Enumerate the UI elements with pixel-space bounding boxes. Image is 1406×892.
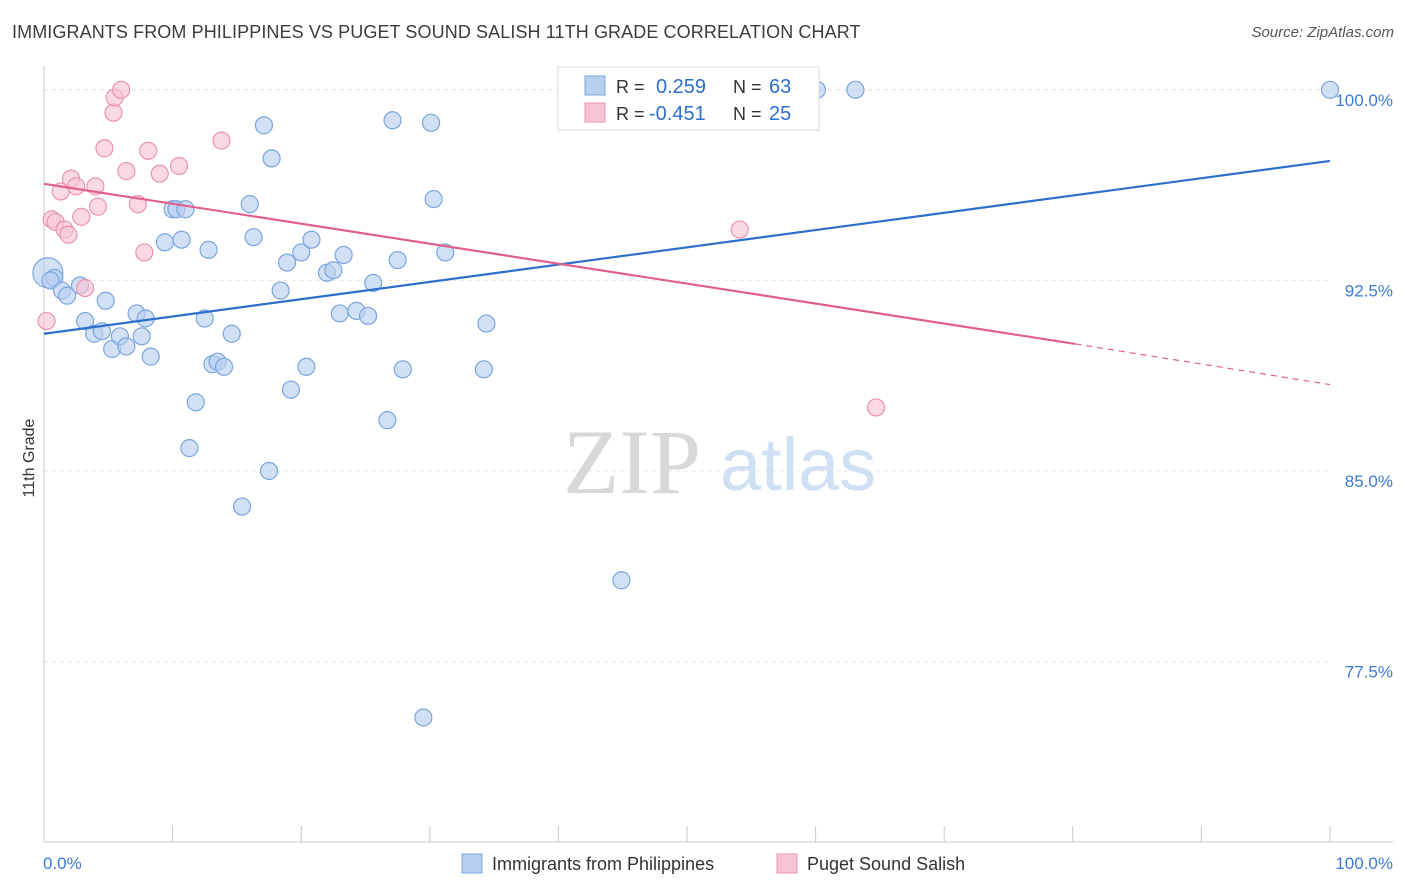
- point-philippines: [199, 240, 218, 259]
- point-salish: [866, 398, 886, 417]
- point-philippines: [271, 281, 290, 300]
- point-philippines: [277, 253, 297, 272]
- point-philippines: [324, 261, 343, 280]
- point-philippines: [421, 113, 441, 132]
- point-philippines: [172, 230, 191, 249]
- point-salish: [112, 80, 131, 99]
- point-philippines: [383, 111, 402, 130]
- y-tick-label: 85.0%: [1345, 472, 1393, 491]
- point-philippines: [214, 357, 234, 376]
- point-philippines: [477, 314, 496, 333]
- point-philippines: [388, 250, 407, 270]
- legend-swatch-salish: [776, 853, 798, 874]
- x-tick-label-min: 0.0%: [43, 854, 82, 873]
- trend-line-salish-extension: [1075, 343, 1331, 386]
- point-salish: [212, 131, 231, 150]
- point-philippines: [846, 80, 865, 99]
- point-philippines: [281, 380, 301, 399]
- stats-r-label-pink: R =: [616, 104, 645, 124]
- point-philippines: [232, 497, 252, 516]
- y-axis-label: 11th Grade: [21, 418, 38, 497]
- bottom-legend: Immigrants from Philippines Puget Sound …: [461, 853, 965, 874]
- trend-line-salish: [43, 182, 1076, 346]
- point-philippines: [302, 230, 321, 249]
- point-philippines: [254, 116, 274, 135]
- point-philippines: [180, 439, 199, 458]
- x-tick-label-max: 100.0%: [1335, 854, 1393, 873]
- stats-legend: R = 0.259 N = 63 R = -0.451 N = 25: [557, 66, 820, 131]
- point-salish: [150, 164, 169, 183]
- grid-lines: [44, 89, 1330, 663]
- point-salish: [117, 162, 136, 181]
- legend-swatch-philippines: [461, 853, 483, 874]
- point-philippines: [612, 571, 631, 590]
- axes: 77.5% 85.0% 92.5% 100.0%: [43, 66, 1393, 843]
- point-philippines: [297, 357, 316, 376]
- point-philippines: [176, 200, 195, 219]
- point-philippines: [334, 245, 353, 265]
- point-philippines: [58, 286, 77, 305]
- trend-lines: [43, 159, 1331, 386]
- point-philippines: [1320, 80, 1340, 99]
- watermark-zip: ZIP: [563, 411, 701, 513]
- point-salish: [88, 197, 108, 216]
- chart-title: IMMIGRANTS FROM PHILIPPINES VS PUGET SOU…: [12, 22, 861, 42]
- point-philippines: [41, 271, 60, 290]
- legend-label-philippines: Immigrants from Philippines: [492, 854, 714, 874]
- point-salish: [72, 207, 91, 226]
- watermark-atlas: atlas: [720, 423, 876, 506]
- point-philippines: [76, 311, 95, 331]
- point-philippines: [414, 708, 433, 727]
- data-points: [32, 80, 1340, 727]
- point-philippines: [132, 327, 151, 346]
- point-philippines: [222, 324, 241, 343]
- point-philippines: [259, 461, 279, 481]
- stats-n-label-blue: N =: [733, 77, 762, 97]
- point-salish: [730, 220, 749, 239]
- point-philippines: [117, 337, 136, 356]
- legend-label-salish: Puget Sound Salish: [807, 854, 965, 874]
- point-philippines: [96, 291, 115, 310]
- trend-line-philippines: [43, 159, 1331, 335]
- y-tick-label: 92.5%: [1345, 281, 1393, 300]
- point-philippines: [240, 195, 259, 214]
- stats-r-label-blue: R =: [616, 77, 645, 97]
- stats-n-label-pink: N =: [733, 104, 762, 124]
- point-salish: [59, 225, 78, 244]
- point-philippines: [244, 228, 263, 247]
- stats-swatch-blue: [584, 75, 606, 96]
- watermark: ZIP atlas: [563, 411, 876, 513]
- stats-n-value-blue: 63: [769, 76, 791, 98]
- point-philippines: [330, 304, 349, 323]
- point-philippines: [186, 393, 205, 412]
- point-philippines: [195, 309, 214, 328]
- point-philippines: [424, 189, 443, 209]
- stats-r-value-pink: -0.451: [649, 103, 706, 125]
- point-salish: [169, 156, 189, 176]
- point-salish: [139, 141, 158, 160]
- point-salish: [76, 278, 95, 298]
- point-philippines: [155, 233, 174, 252]
- point-philippines: [358, 306, 378, 326]
- point-salish: [135, 243, 154, 262]
- y-tick-label: 100.0%: [1335, 91, 1393, 110]
- chart-source: Source: ZipAtlas.com: [1251, 24, 1394, 41]
- point-philippines: [292, 243, 311, 262]
- stats-n-value-pink: 25: [769, 103, 791, 125]
- point-philippines: [364, 273, 383, 293]
- point-philippines: [262, 149, 281, 168]
- point-salish: [37, 311, 56, 331]
- stats-swatch-pink: [584, 102, 606, 123]
- point-salish: [95, 139, 114, 158]
- point-philippines: [436, 243, 455, 262]
- stats-r-value-blue: 0.259: [656, 76, 706, 98]
- point-salish: [104, 103, 123, 122]
- point-philippines: [141, 347, 160, 366]
- y-tick-label: 77.5%: [1345, 663, 1393, 682]
- point-philippines: [393, 360, 412, 379]
- point-philippines: [474, 360, 493, 379]
- point-salish: [67, 177, 86, 196]
- point-philippines: [378, 411, 397, 430]
